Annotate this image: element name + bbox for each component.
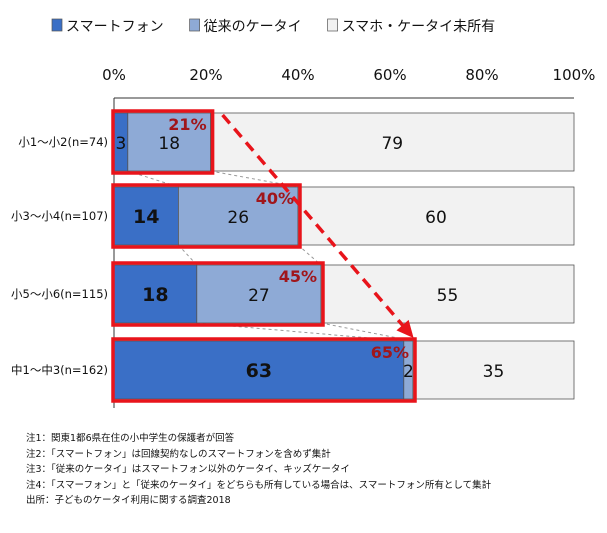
legend-swatch-1: [51, 18, 63, 32]
data-label: 63: [246, 360, 272, 382]
highlight-box: [111, 337, 417, 403]
data-label: 79: [381, 134, 403, 154]
bar-segment: [320, 264, 575, 324]
data-label: 27: [248, 286, 270, 306]
bar-segment: [196, 264, 322, 324]
footnote-source: 出所：子どものケータイ利用に関する調査2018: [26, 495, 231, 507]
data-label: 26: [227, 208, 249, 228]
bar-segment: [127, 112, 212, 172]
bar-segment: [113, 264, 198, 324]
trend-arrow-line: [221, 113, 413, 337]
connector-line: [178, 244, 198, 266]
bar-segment: [113, 340, 405, 400]
category-label: 中1～中3(n=162): [11, 363, 108, 377]
footnotes: 注1：関東1都6県在住の小中学生の保護者が回答 注2：「スマートフォン」は回線契…: [26, 431, 491, 509]
legend-swatch-3: [327, 18, 338, 32]
x-tick-label: 20%: [189, 66, 222, 84]
data-label: 18: [158, 134, 180, 154]
footnote-2: 注2：「スマートフォン」は回線契約なしのスマートフォンを含めず集計: [26, 448, 331, 460]
combined-percent-label: 45%: [279, 267, 317, 286]
category-label: 小3～小4(n=107): [11, 209, 108, 223]
legend-label-2: 従来のケータイ: [204, 19, 302, 35]
x-tick-label: 80%: [465, 66, 498, 84]
category-label: 小1～小2(n=74): [18, 135, 108, 149]
bar-segment: [210, 112, 575, 172]
data-label: 55: [437, 286, 459, 306]
bar-segment: [297, 186, 575, 246]
x-tick-label: 60%: [373, 66, 406, 84]
data-label: 18: [142, 284, 168, 306]
data-label: 35: [483, 362, 505, 382]
legend-label-3: スマホ・ケータイ未所有: [342, 19, 496, 35]
footnote-4: 注4：「スマーフォン」と「従来のケータイ」をどちらも所有している場合は、スマート…: [26, 479, 492, 491]
footnote-1: 注1：関東1都6県在住の小中学生の保護者が回答: [26, 433, 235, 444]
data-label: 2: [403, 362, 414, 382]
highlight-box: [111, 109, 215, 175]
highlight-box: [111, 261, 325, 327]
footnote-3: 注3：「従来のケータイ」はスマートフォン以外のケータイ、キッズケータイ: [26, 464, 350, 476]
connector-line: [196, 322, 404, 342]
bar-segment: [412, 340, 575, 400]
highlight-box: [111, 183, 302, 249]
combined-percent-label: 65%: [371, 343, 409, 362]
legend-label-1: スマートフォン: [66, 19, 164, 35]
data-label: 3: [115, 134, 126, 154]
x-tick-label: 40%: [281, 66, 314, 84]
trend-arrow-head: [396, 319, 414, 339]
category-label: 小5～小6(n=115): [11, 287, 108, 301]
legend-swatch-2: [189, 18, 200, 32]
combined-percent-label: 21%: [168, 115, 206, 134]
bar-segment: [177, 186, 299, 246]
x-tick-label: 100%: [553, 66, 596, 84]
combined-percent-label: 40%: [256, 189, 294, 208]
data-label: 14: [133, 206, 159, 228]
x-tick-label: 0%: [102, 66, 126, 84]
data-label: 60: [425, 208, 447, 228]
